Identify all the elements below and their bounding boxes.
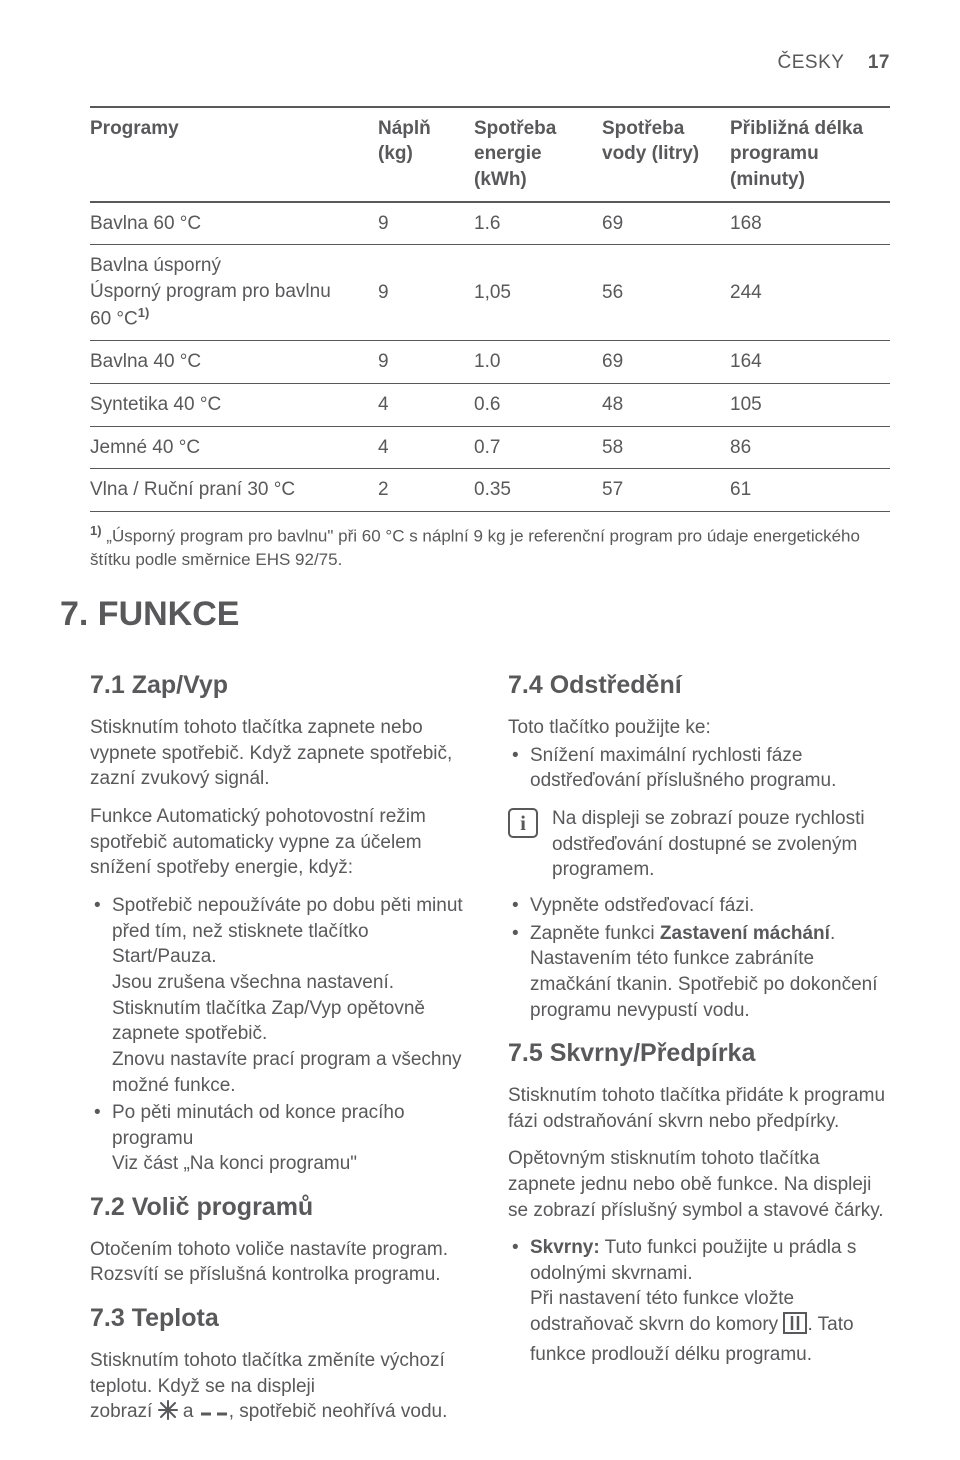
section-7-5-title: 7.5 Skvrny/Předpírka: [508, 1037, 890, 1071]
text: Zapněte funkci: [530, 923, 660, 944]
bold-text: Skvrny:: [530, 1237, 600, 1258]
cell: 0.7: [474, 426, 602, 469]
cell: 105: [730, 384, 890, 427]
th-water: Spotřeba vody (litry): [602, 107, 730, 202]
cell: 1.0: [474, 341, 602, 384]
cell: 164: [730, 341, 890, 384]
cell: Bavlna 60 °C: [90, 202, 378, 245]
programs-table: Programy Náplň (kg) Spotřeba energie (kW…: [90, 106, 890, 512]
list-item: Skvrny: Tuto funkci použijte u prádla s …: [508, 1235, 890, 1367]
table-row: Jemné 40 °C 4 0.7 58 86: [90, 426, 890, 469]
bold-text: Zastavení máchání: [660, 923, 830, 944]
table-row: Vlna / Ruční praní 30 °C 2 0.35 57 61: [90, 469, 890, 512]
cell: Syntetika 40 °C: [90, 384, 378, 427]
list-item: Po pěti minutách od konce pracího progra…: [90, 1100, 472, 1177]
cell: Bavlna 40 °C: [90, 341, 378, 384]
text: a: [183, 1401, 199, 1422]
footnote-sup: 1): [90, 523, 102, 538]
cell: Jemné 40 °C: [90, 426, 378, 469]
cell-line: 60 °C: [90, 309, 138, 330]
cell-line: Úsporný program pro bavlnu: [90, 281, 331, 302]
list-item: Vypněte odstřeďovací fázi.: [508, 893, 890, 919]
snowflake-icon: [158, 1400, 178, 1428]
cell: 1,05: [474, 245, 602, 341]
th-load: Náplň (kg): [378, 107, 474, 202]
cell: 9: [378, 202, 474, 245]
cell: 48: [602, 384, 730, 427]
info-box: i Na displeji se zobrazí pouze rychlosti…: [508, 806, 890, 883]
cell: Bavlna úsporný Úsporný program pro bavln…: [90, 245, 378, 341]
lang-label: ČESKY: [778, 52, 845, 73]
cell: 244: [730, 245, 890, 341]
cell: 69: [602, 202, 730, 245]
left-column: 7.1 Zap/Vyp Stisknutím tohoto tlačítka z…: [90, 655, 472, 1439]
page-number: 17: [868, 52, 890, 73]
cell: 4: [378, 384, 474, 427]
th-programs: Programy: [90, 107, 378, 202]
section-7-title: 7. FUNKCE: [60, 592, 890, 638]
cell: 168: [730, 202, 890, 245]
bullet-list: Spotřebič nepoužíváte po dobu pěti minut…: [90, 893, 472, 1177]
cell: 86: [730, 426, 890, 469]
cell: 2: [378, 469, 474, 512]
table-row: Bavlna 40 °C 9 1.0 69 164: [90, 341, 890, 384]
dashes-icon: [199, 1402, 229, 1428]
bullet-list: Skvrny: Tuto funkci použijte u prádla s …: [508, 1235, 890, 1367]
list-item: Spotřebič nepoužíváte po dobu pěti minut…: [90, 893, 472, 1098]
sup-ref: 1): [138, 305, 150, 320]
info-icon: i: [508, 808, 538, 838]
th-duration: Přibližná délka pro­gramu (minuty): [730, 107, 890, 202]
bullet-list: Vypněte odstřeďovací fázi. Zapněte funkc…: [508, 893, 890, 1023]
para: Opětovným stisknutím tohoto tlačítka zap…: [508, 1146, 890, 1223]
page-header: ČESKY 17: [90, 50, 890, 76]
cell: 57: [602, 469, 730, 512]
cell: 9: [378, 245, 474, 341]
text: odstraňovač skvrn do komory: [530, 1314, 783, 1335]
table-row: Bavlna 60 °C 9 1.6 69 168: [90, 202, 890, 245]
cell: 1.6: [474, 202, 602, 245]
para: Funkce Automatický pohotovostní režim sp…: [90, 804, 472, 881]
footnote-text: „Úsporný program pro bavlnu" při 60 °C s…: [90, 527, 860, 569]
text: Při nastavení této funkce vložte: [530, 1288, 794, 1309]
cell-line: Bavlna úsporný: [90, 255, 221, 276]
cell: 58: [602, 426, 730, 469]
cell: 69: [602, 341, 730, 384]
list-item: Snížení maximální rychlosti fáze odstřeď…: [508, 743, 890, 794]
info-text: Na displeji se zobrazí pouze rychlosti o…: [552, 806, 890, 883]
cell: 56: [602, 245, 730, 341]
section-7-1-title: 7.1 Zap/Vyp: [90, 669, 472, 703]
table-row: Bavlna úsporný Úsporný program pro bavln…: [90, 245, 890, 341]
para: Otočením tohoto voliče nastavíte program…: [90, 1237, 472, 1288]
section-7-4-title: 7.4 Odstředění: [508, 669, 890, 703]
bullet-list: Snížení maximální rychlosti fáze odstřeď…: [508, 743, 890, 794]
two-column-layout: 7.1 Zap/Vyp Stisknutím tohoto tlačítka z…: [90, 655, 890, 1439]
table-row: Syntetika 40 °C 4 0.6 48 105: [90, 384, 890, 427]
section-7-2-title: 7.2 Volič programů: [90, 1191, 472, 1225]
text: zobrazí: [90, 1401, 158, 1422]
para: Stisknutím tohoto tlačítka zapnete nebo …: [90, 715, 472, 792]
text: , spotřebič neohřívá vodu.: [229, 1401, 448, 1422]
right-column: 7.4 Odstředění Toto tlačítko použijte ke…: [508, 655, 890, 1439]
th-energy: Spotřeba energie (kWh): [474, 107, 602, 202]
cell: 0.6: [474, 384, 602, 427]
compartment-icon: [783, 1312, 807, 1342]
section-7-3-title: 7.3 Teplota: [90, 1302, 472, 1336]
table-footnote: 1) „Úsporný program pro bavlnu" při 60 °…: [90, 522, 890, 572]
cell: 61: [730, 469, 890, 512]
text: Stisknutím tohoto tlačítka změníte výcho…: [90, 1350, 445, 1397]
cell: Vlna / Ruční praní 30 °C: [90, 469, 378, 512]
list-item: Zapněte funkci Zastavení máchání. Nastav…: [508, 921, 890, 1024]
para: Stisknutím tohoto tlačítka změníte výcho…: [90, 1348, 472, 1428]
para: Stisknutím tohoto tlačítka přidáte k pro…: [508, 1083, 890, 1134]
cell: 4: [378, 426, 474, 469]
cell: 0.35: [474, 469, 602, 512]
para: Toto tlačítko použijte ke:: [508, 715, 890, 741]
cell: 9: [378, 341, 474, 384]
